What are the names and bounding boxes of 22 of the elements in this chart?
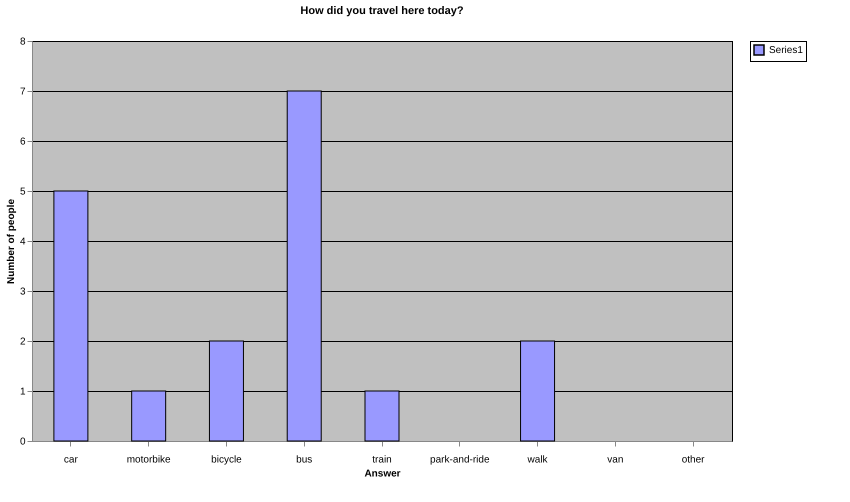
x-tick-label: van xyxy=(607,454,624,466)
legend-label: Series1 xyxy=(769,45,804,56)
x-tick-label: park-and-ride xyxy=(430,454,490,466)
y-tick-label: 4 xyxy=(20,236,26,248)
x-axis-title: Answer xyxy=(364,468,401,480)
y-tick-label: 3 xyxy=(20,286,26,298)
y-tick-label: 7 xyxy=(20,86,26,98)
y-tick-label: 2 xyxy=(20,336,26,348)
x-tick-label: bus xyxy=(296,454,312,466)
y-tick-label: 5 xyxy=(20,186,26,198)
x-tick-label: car xyxy=(64,454,78,466)
y-tick-label: 1 xyxy=(20,386,26,398)
x-tick-label: walk xyxy=(526,454,549,466)
x-tick-label: train xyxy=(372,454,392,466)
x-tick-label: other xyxy=(682,454,706,466)
chart-title: How did you travel here today? xyxy=(300,5,464,17)
y-tick-label: 8 xyxy=(20,36,26,48)
y-tick-label: 0 xyxy=(20,436,26,448)
x-tick-label: motorbike xyxy=(126,454,172,466)
y-tick-label: 6 xyxy=(20,136,26,148)
x-tick-label: bicycle xyxy=(211,454,242,466)
y-axis-title: Number of people xyxy=(6,198,17,284)
